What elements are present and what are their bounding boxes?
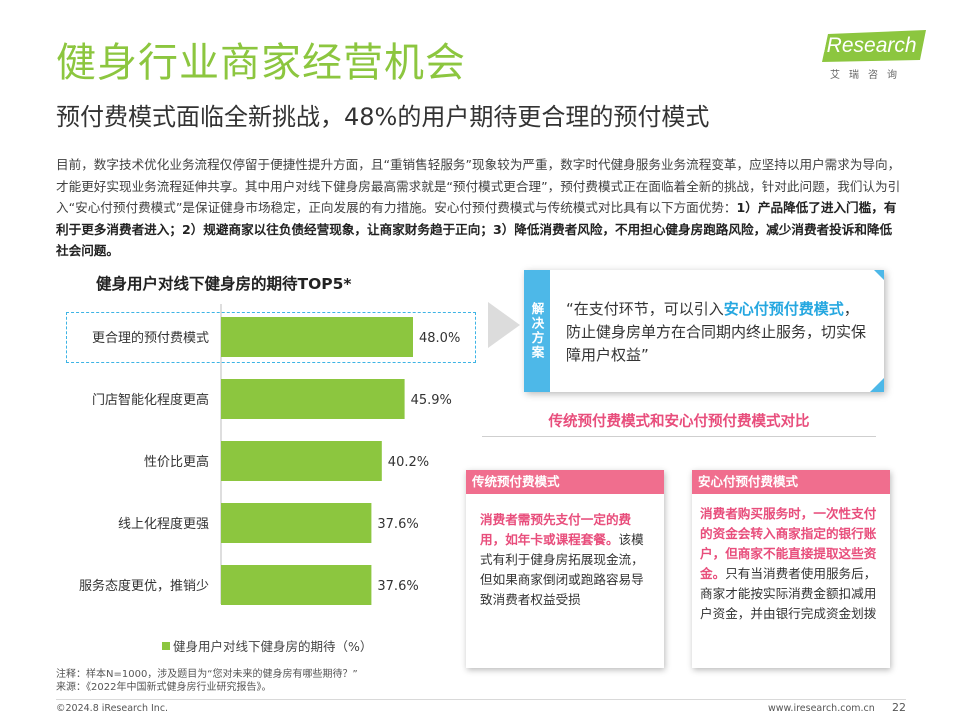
bar-4 [221, 503, 372, 543]
corner-decoration-top [874, 270, 884, 280]
legend-label: 健身用户对线下健身房的期待（%） [173, 639, 373, 654]
traditional-card-text: 该模式有利于健身房拓展现金流，但如果商家倒闭或跑路容易导致消费者权益受损 [480, 532, 644, 607]
category-label-3: 性价比更高 [144, 454, 209, 470]
corner-decoration-bottom [870, 378, 884, 392]
anxinfu-card: 安心付预付费模式 消费者购买服务时，一次性支付的资金会转入商家指定的银行账户，但… [692, 470, 890, 668]
traditional-card-head: 传统预付费模式 [466, 470, 664, 494]
solution-text-after: ，防止健身房单方在合同期内终止服务，切实保障用户权益” [566, 300, 867, 364]
category-label-1: 更合理的预付费模式 [92, 330, 209, 346]
solution-box: 解决方案 “在支付环节，可以引入安心付预付费模式，防止健身房单方在合同期内终止服… [524, 270, 884, 392]
value-label-4: 37.6% [377, 517, 418, 532]
logo-text: iResearch [822, 34, 917, 57]
copyright: ©2024.8 iResearch Inc. [56, 703, 169, 714]
traditional-card: 传统预付费模式 消费者需预先支付一定的费用，如年卡或课程套餐。该模式有利于健身房… [466, 470, 664, 668]
comparison-title: 传统预付费模式和安心付预付费模式对比 [548, 414, 810, 430]
highlight-box [66, 312, 476, 363]
solution-tab: 解决方案 [524, 270, 550, 392]
arrow-icon [488, 302, 520, 348]
anxinfu-card-pink: 消费者购买服务时，一次性支付的资金会转入商家指定的银行账户，但商家不能直接提取这… [700, 506, 877, 581]
footer-divider [56, 699, 906, 700]
bar-5 [221, 565, 372, 605]
page-subtitle: 预付费模式面临全新挑战，48%的用户期待更合理的预付模式 [56, 103, 710, 131]
solution-text: “在支付环节，可以引入安心付预付费模式，防止健身房单方在合同期内终止服务，切实保… [566, 298, 866, 367]
bar-1 [221, 317, 413, 357]
website-link[interactable]: www.iresearch.com.cn [768, 703, 875, 714]
bar-3 [221, 441, 382, 481]
footnote: 注释：样本N=1000，涉及题目为“您对未来的健身房有哪些期待？” 来源：《20… [56, 668, 358, 694]
solution-text-before: “在支付环节，可以引入 [566, 300, 724, 318]
page-number: 22 [892, 701, 906, 714]
intro-text: 目前，数字技术优化业务流程仅停留于便捷性提升方面，且“重销售轻服务”现象较为严重… [56, 157, 901, 215]
footnote-note: 注释：样本N=1000，涉及题目为“您对未来的健身房有哪些期待？” [56, 669, 358, 680]
logo-subtext: 艾瑞咨询 [830, 70, 906, 81]
anxinfu-card-body: 消费者购买服务时，一次性支付的资金会转入商家指定的银行账户，但商家不能直接提取这… [700, 504, 880, 624]
comparison-divider [482, 436, 876, 437]
logo-shape [822, 30, 926, 62]
value-label-1: 48.0% [419, 331, 460, 346]
value-label-3: 40.2% [388, 455, 429, 470]
page-title: 健身行业商家经营机会 [56, 40, 466, 86]
chart-legend: 健身用户对线下健身房的期待（%） [162, 636, 372, 655]
solution-highlight: 安心付预付费模式 [723, 300, 844, 318]
intro-bold-text: 1）产品降低了进入门槛，有利于更多消费者进入；2）规避商家以往负债经营现象，让商… [56, 200, 897, 258]
footnote-source: 来源：《2022年中国新式健身房行业研究报告》。 [56, 682, 272, 693]
category-label-2: 门店智能化程度更高 [92, 392, 209, 408]
anxinfu-card-text: 只有当消费者使用服务后，商家才能按实际消费金额扣减用户资金，并由银行完成资金划拨 [700, 566, 877, 621]
legend-swatch [162, 642, 170, 650]
traditional-card-body: 消费者需预先支付一定的费用，如年卡或课程套餐。该模式有利于健身房拓展现金流，但如… [480, 510, 656, 610]
traditional-card-pink: 消费者需预先支付一定的费用，如年卡或课程套餐。 [480, 512, 632, 547]
bar-2 [221, 379, 405, 419]
chart-title: 健身用户对线下健身房的期待TOP5* [96, 275, 352, 293]
value-label-2: 45.9% [411, 393, 452, 408]
intro-paragraph: 目前，数字技术优化业务流程仅停留于便捷性提升方面，且“重销售轻服务”现象较为严重… [56, 154, 902, 262]
bar-chart: 更合理的预付费模式 48.0% 门店智能化程度更高 45.9% 性价比更高 40.2% 线上… [79, 304, 460, 605]
value-label-5: 37.6% [377, 579, 418, 594]
iresearch-logo: iResearch 艾瑞咨询 [822, 30, 932, 86]
category-label-5: 服务态度更优，推销少 [79, 578, 209, 594]
category-label-4: 线上化程度更强 [118, 516, 209, 532]
anxinfu-card-head: 安心付预付费模式 [692, 470, 890, 494]
